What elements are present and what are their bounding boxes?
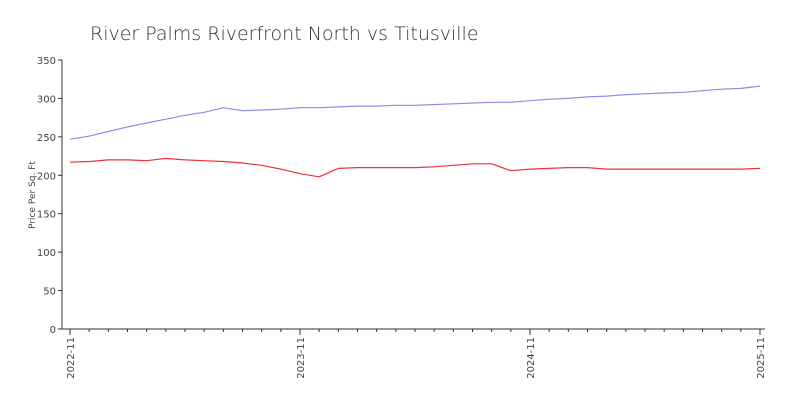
y-tick-label: 250 <box>37 133 56 144</box>
series-line <box>69 157 761 178</box>
y-tick-label: 350 <box>37 56 56 67</box>
x-tick-label: 2025-11 <box>756 337 767 379</box>
x-tick-label: 2023-11 <box>296 337 307 379</box>
y-tick-label: 300 <box>37 94 56 105</box>
y-tick-label: 150 <box>37 210 56 221</box>
x-tick-label: 2022-11 <box>66 337 77 379</box>
y-tick-label: 200 <box>37 171 56 182</box>
x-tick-label: 2024-11 <box>526 337 537 379</box>
y-tick-label: 50 <box>43 287 56 298</box>
chart-title: River Palms Riverfront North vs Titusvil… <box>90 23 479 45</box>
y-tick-label: 100 <box>37 248 56 259</box>
y-tick-label: 0 <box>50 325 56 336</box>
y-axis-label: Price Per Sq. Ft <box>28 161 38 229</box>
series-line <box>69 85 761 140</box>
